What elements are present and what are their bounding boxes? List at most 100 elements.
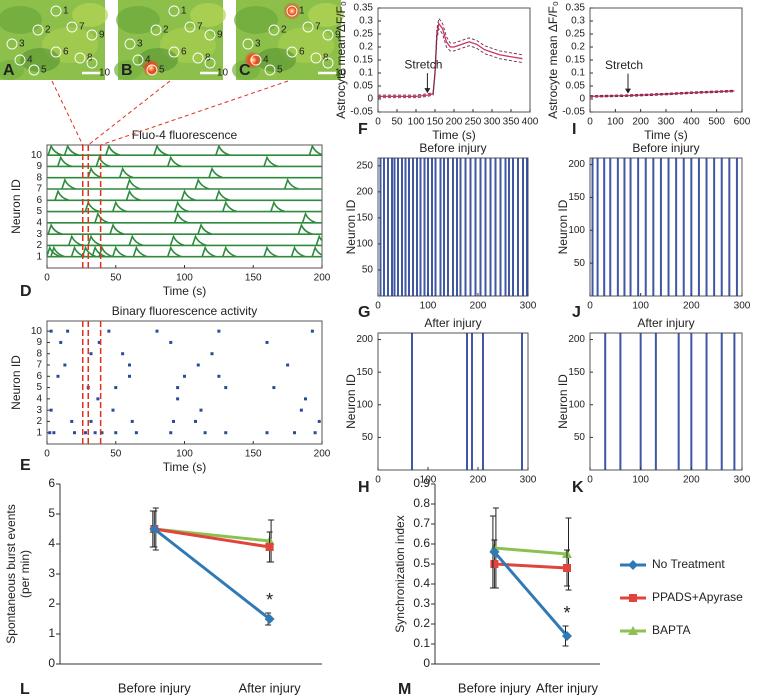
trace-peak [197,222,213,235]
burst-column [619,333,622,470]
legend-marker [628,560,638,570]
cell-label: 7 [79,22,85,33]
panel-title: Before injury [419,141,486,155]
y-tick-label: 100 [568,225,585,236]
event-dot [107,329,111,333]
burst-column [482,333,484,470]
burst-column [456,158,458,296]
panel-letter: A [3,62,15,79]
y-tick-label: 0.05 [354,81,374,92]
trace-peak [118,166,134,179]
cell-outline [310,52,322,64]
legend-marker [629,594,637,602]
y-axis-label: Astrocyte mean ΔF/F₀ [546,1,560,119]
cell-label: 4 [263,55,269,66]
event-dot [130,419,134,423]
y-tick-label: 10 [31,150,43,161]
image-texture [20,48,60,72]
event-dot [217,329,221,333]
y-tick-label: 0.1 [413,636,430,650]
y-tick-label: 100 [568,399,585,410]
x-tick-label: 400 [522,117,539,128]
x-tick-label: 100 [607,117,624,128]
burst-column [735,158,738,296]
panel-letter: L [20,681,30,696]
cell-label: 1 [299,6,305,17]
panel-letter: H [358,479,370,496]
y-tick-label: 200 [568,159,585,170]
trace-peak [180,189,196,202]
trace-peak [201,245,217,258]
y-tick-label: 8 [36,348,42,359]
event-dot [203,431,207,435]
x-tick-label: 300 [520,475,537,486]
x-axis-label: Time (s) [644,128,688,142]
event-dot [96,397,100,401]
trace-peak [166,245,182,258]
y-tick-label: 0.1 [571,68,585,79]
trace-peak [191,234,207,247]
cell-outline [286,5,298,17]
y-axis-label: Neuron ID [9,179,23,234]
cell-label: 5 [159,65,165,76]
trace-peak [315,234,322,246]
cell-label: 5 [41,65,47,76]
cell-label: 2 [45,25,51,36]
panel-title: After injury [637,316,694,330]
y-tick-label: 5 [48,506,55,520]
burst-column [728,158,731,296]
trace-peak [47,245,61,258]
trace-peak [67,234,83,247]
burst-column [596,158,599,296]
event-dot [272,386,276,390]
y-tick-label: 0.1 [359,68,373,79]
cell-label: 10 [335,68,347,79]
x-axis-label: Time (s) [432,128,476,142]
data-point [562,631,572,641]
trace-peak [61,177,77,190]
category-label: Before injury [458,680,531,695]
data-point [563,564,571,572]
plot-frame [589,157,743,297]
y-tick-label: 0.15 [566,55,586,66]
y-tick-label: 10 [31,326,43,337]
panel-letter: J [572,304,581,321]
burst-column [637,158,640,296]
burst-column [434,158,437,296]
data-point [264,614,275,624]
cell-outline [322,29,334,41]
burst-column [404,158,407,296]
burst-column [411,333,413,470]
event-dot [304,397,307,401]
panel-letter: G [358,304,370,321]
x-tick-label: 0 [44,449,50,460]
x-tick-label: 200 [470,475,487,486]
trace-peak [70,245,86,258]
burst-column [697,158,700,296]
trace-peak [169,234,185,247]
event-dot [49,329,53,333]
legend-label: BAPTA [652,623,690,637]
x-tick-label: 300 [520,301,537,312]
burst-column [419,158,422,296]
y-axis-label: (per min) [18,550,32,598]
burst-column [682,158,685,296]
cell-outline [204,29,216,41]
x-tick-label: 400 [683,117,700,128]
y-tick-label: 200 [568,334,585,345]
burst-column [408,158,410,296]
y-tick-label: 7 [36,184,42,195]
x-tick-label: 600 [734,117,751,128]
data-point [265,543,274,551]
y-tick-label: 0.8 [413,496,430,510]
trace-peak [47,222,63,235]
y-tick-label: 0.3 [413,596,430,610]
y-tick-label: 1 [48,626,55,640]
burst-column [391,158,393,296]
burst-column [705,333,708,470]
cell-outline [302,21,314,33]
y-tick-label: 250 [356,160,373,171]
trace-peak [215,145,231,156]
event-dot [114,431,118,435]
